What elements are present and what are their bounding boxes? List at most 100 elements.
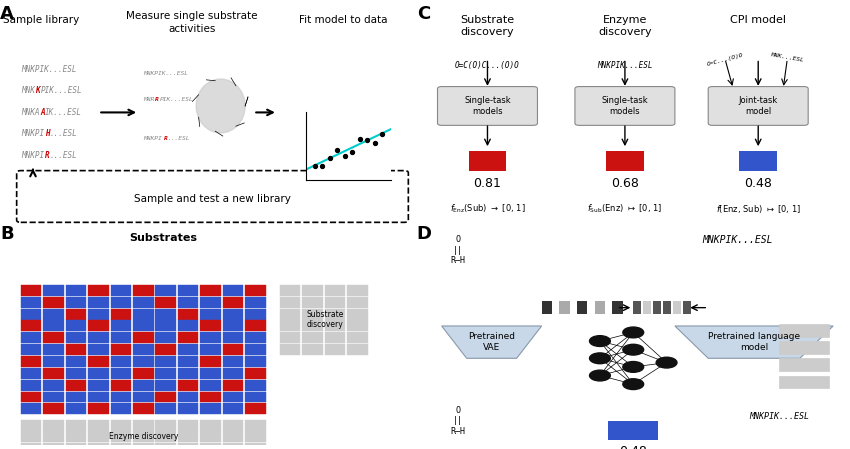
Bar: [325, 344, 345, 355]
Text: Pretrained language
model: Pretrained language model: [708, 332, 800, 352]
Bar: [110, 308, 131, 320]
Bar: [178, 332, 198, 343]
Bar: [577, 301, 587, 314]
Bar: [223, 431, 243, 442]
Bar: [110, 321, 131, 331]
Text: R: R: [156, 97, 159, 102]
Bar: [201, 285, 221, 296]
Bar: [133, 368, 154, 379]
Bar: [178, 308, 198, 320]
Bar: [223, 380, 243, 391]
Bar: [325, 321, 345, 331]
Bar: [133, 332, 154, 343]
Bar: [43, 392, 64, 402]
Bar: [133, 344, 154, 355]
Bar: [663, 301, 671, 314]
Text: Sample and test a new library: Sample and test a new library: [134, 194, 291, 204]
Text: MNR: MNR: [143, 97, 155, 102]
Text: C: C: [416, 4, 430, 22]
Bar: [223, 392, 243, 402]
Bar: [468, 151, 507, 171]
Bar: [20, 344, 42, 355]
Bar: [223, 285, 243, 296]
Bar: [156, 431, 176, 442]
Text: PIK...ESL: PIK...ESL: [160, 97, 193, 102]
Bar: [347, 285, 368, 296]
Bar: [609, 421, 658, 440]
Point: [345, 149, 359, 156]
Bar: [325, 308, 345, 320]
Bar: [133, 380, 154, 391]
Text: $f_{\rm Sub}$(Enz) $\mapsto$ [0, 1]: $f_{\rm Sub}$(Enz) $\mapsto$ [0, 1]: [587, 203, 662, 216]
Bar: [110, 404, 131, 414]
Bar: [20, 392, 42, 402]
Bar: [65, 392, 86, 402]
Bar: [133, 420, 154, 431]
Bar: [156, 404, 176, 414]
Bar: [201, 344, 221, 355]
Bar: [110, 420, 131, 431]
Bar: [303, 332, 323, 343]
Bar: [20, 297, 42, 308]
Bar: [20, 285, 42, 296]
Bar: [43, 344, 64, 355]
Bar: [223, 356, 243, 367]
Bar: [303, 285, 323, 296]
Text: Joint-task
model: Joint-task model: [739, 96, 778, 116]
Text: Substrate
discovery: Substrate discovery: [461, 15, 514, 37]
Bar: [201, 392, 221, 402]
Bar: [245, 308, 266, 320]
Circle shape: [623, 327, 643, 338]
Circle shape: [590, 370, 610, 381]
Bar: [133, 297, 154, 308]
Bar: [178, 356, 198, 367]
Text: Measure single substrate
activities: Measure single substrate activities: [127, 11, 258, 34]
Bar: [20, 380, 42, 391]
Bar: [65, 356, 86, 367]
Bar: [245, 392, 266, 402]
Bar: [178, 380, 198, 391]
Bar: [20, 404, 42, 414]
Point: [331, 146, 344, 154]
Bar: [245, 321, 266, 331]
Bar: [156, 392, 176, 402]
Text: ...ESL: ...ESL: [167, 136, 190, 141]
Text: MNKA: MNKA: [20, 108, 39, 117]
Bar: [65, 404, 86, 414]
Bar: [201, 420, 221, 431]
Bar: [303, 344, 323, 355]
Bar: [223, 344, 243, 355]
Bar: [223, 321, 243, 331]
Bar: [178, 297, 198, 308]
Bar: [245, 344, 266, 355]
Circle shape: [623, 344, 643, 355]
Circle shape: [623, 361, 643, 372]
Circle shape: [590, 353, 610, 364]
Ellipse shape: [196, 79, 245, 133]
Bar: [303, 321, 323, 331]
Bar: [156, 356, 176, 367]
Point: [368, 139, 382, 146]
Bar: [178, 285, 198, 296]
Bar: [201, 404, 221, 414]
Text: MNKPI: MNKPI: [20, 151, 44, 160]
Bar: [280, 297, 300, 308]
Text: Substrates: Substrates: [129, 233, 197, 243]
Text: Enzyme
discovery: Enzyme discovery: [598, 15, 652, 37]
Bar: [110, 431, 131, 442]
Bar: [133, 356, 154, 367]
Circle shape: [623, 379, 643, 390]
Bar: [110, 392, 131, 402]
Bar: [223, 368, 243, 379]
Bar: [20, 356, 42, 367]
Bar: [673, 301, 681, 314]
Bar: [633, 301, 641, 314]
Bar: [201, 332, 221, 343]
Bar: [156, 332, 176, 343]
Bar: [43, 368, 64, 379]
Bar: [156, 344, 176, 355]
Bar: [65, 368, 86, 379]
Bar: [43, 356, 64, 367]
Bar: [133, 308, 154, 320]
Bar: [325, 332, 345, 343]
